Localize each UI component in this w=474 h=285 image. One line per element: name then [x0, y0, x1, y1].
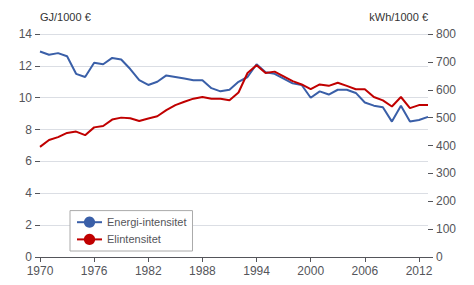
svg-text:Energi-intensitet: Energi-intensitet [107, 216, 187, 228]
svg-text:200: 200 [436, 194, 456, 208]
svg-text:1976: 1976 [81, 264, 108, 278]
svg-text:10: 10 [19, 91, 33, 105]
svg-text:100: 100 [436, 222, 456, 236]
svg-text:1988: 1988 [189, 264, 216, 278]
svg-text:GJ/1000 €: GJ/1000 € [40, 11, 91, 23]
svg-text:12: 12 [19, 59, 33, 73]
svg-text:2012: 2012 [406, 264, 433, 278]
svg-text:700: 700 [436, 55, 456, 69]
svg-text:2: 2 [25, 218, 32, 232]
svg-text:14: 14 [19, 27, 33, 41]
svg-text:1970: 1970 [27, 264, 54, 278]
svg-text:600: 600 [436, 83, 456, 97]
svg-text:Elintensitet: Elintensitet [107, 233, 161, 245]
svg-text:500: 500 [436, 111, 456, 125]
svg-text:kWh/1000 €: kWh/1000 € [369, 11, 428, 23]
svg-text:4: 4 [25, 186, 32, 200]
svg-text:400: 400 [436, 139, 456, 153]
svg-text:800: 800 [436, 27, 456, 41]
svg-text:8: 8 [25, 123, 32, 137]
svg-text:0: 0 [25, 250, 32, 264]
svg-text:2000: 2000 [297, 264, 324, 278]
svg-text:0: 0 [436, 250, 443, 264]
svg-text:6: 6 [25, 154, 32, 168]
svg-text:2006: 2006 [351, 264, 378, 278]
svg-text:300: 300 [436, 166, 456, 180]
svg-text:1994: 1994 [243, 264, 270, 278]
svg-text:1982: 1982 [135, 264, 162, 278]
